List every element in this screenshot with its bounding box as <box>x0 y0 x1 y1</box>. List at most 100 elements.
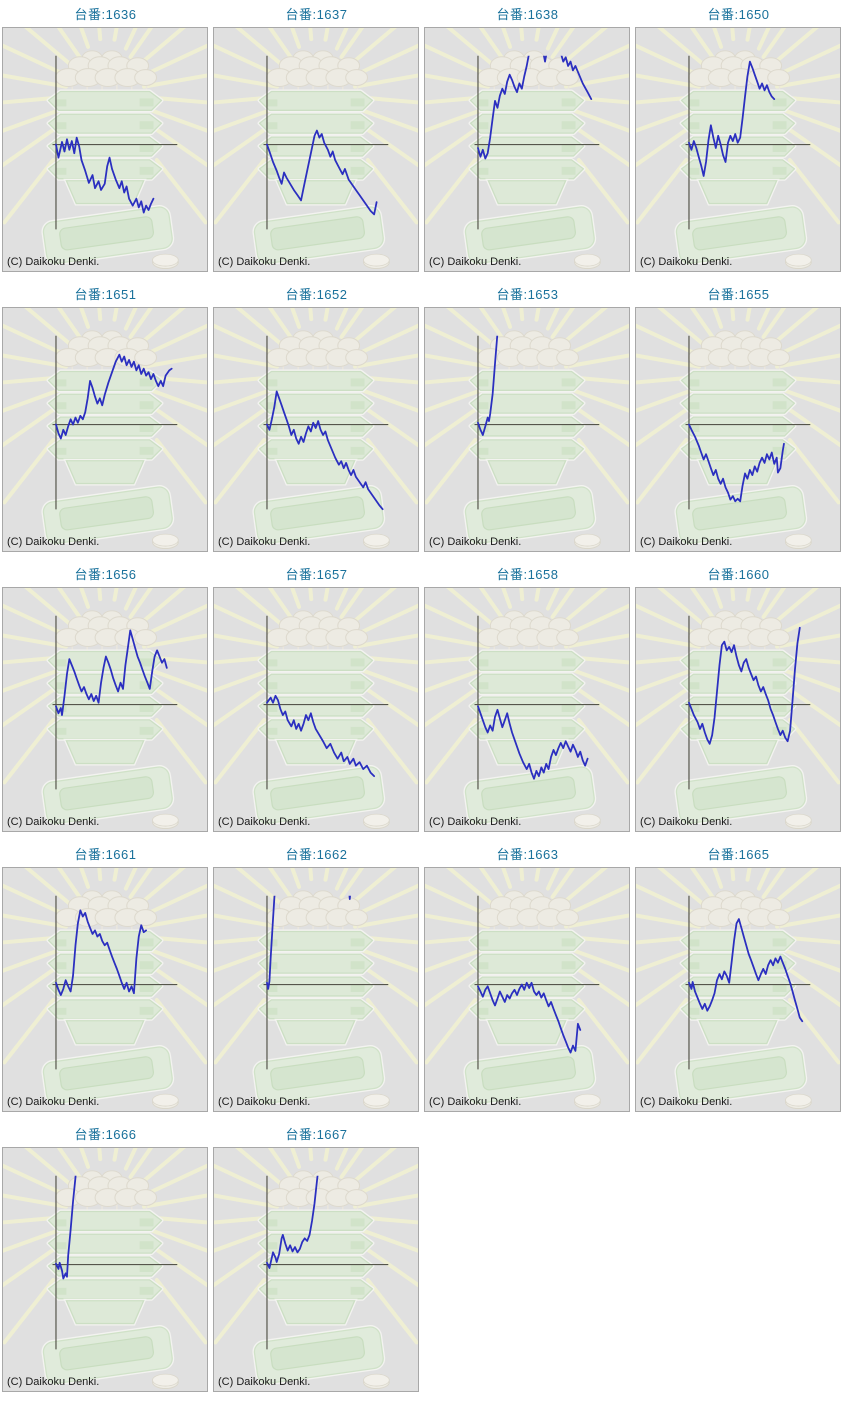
machine-slump-chart[interactable]: (C) Daikoku Denki. <box>2 27 208 272</box>
watermark-image <box>214 588 418 829</box>
machine-cell: 台番:1657 (C) Daikoku Denki. <box>211 560 422 840</box>
machine-slump-chart[interactable]: (C) Daikoku Denki. <box>2 587 208 832</box>
machine-cell: 台番:1656 (C) Daikoku Denki. <box>0 560 211 840</box>
chart-axes <box>474 55 600 230</box>
machine-title-link[interactable]: 台番:1656 <box>74 567 137 582</box>
machine-slump-chart[interactable]: (C) Daikoku Denki. <box>2 1147 208 1392</box>
slump-line <box>688 918 804 1023</box>
chart-axes <box>263 335 389 510</box>
copyright-label: (C) Daikoku Denki. <box>218 1376 311 1388</box>
sparkline-chart <box>425 28 629 271</box>
slump-line <box>55 909 147 996</box>
machine-slump-chart[interactable]: (C) Daikoku Denki. <box>424 867 630 1112</box>
watermark-image <box>214 28 418 269</box>
copyright-label: (C) Daikoku Denki. <box>429 536 522 548</box>
copyright-label: (C) Daikoku Denki. <box>640 1096 733 1108</box>
sparkline-chart <box>636 588 840 831</box>
watermark-image <box>3 28 207 269</box>
copyright-label: (C) Daikoku Denki. <box>429 256 522 268</box>
machine-title-link[interactable]: 台番:1657 <box>285 567 348 582</box>
slump-line <box>477 705 589 780</box>
machine-title-link[interactable]: 台番:1637 <box>285 7 348 22</box>
sparkline-chart <box>214 1148 418 1391</box>
machine-cell: 台番:1663 (C) Daikoku Denki. <box>422 840 633 1120</box>
machine-slump-chart[interactable]: (C) Daikoku Denki. <box>213 27 419 272</box>
copyright-label: (C) Daikoku Denki. <box>218 816 311 828</box>
copyright-label: (C) Daikoku Denki. <box>640 536 733 548</box>
machine-slump-chart[interactable]: (C) Daikoku Denki. <box>213 587 419 832</box>
watermark-image <box>3 1148 207 1389</box>
slump-line <box>55 1175 77 1280</box>
watermark-image <box>636 308 840 549</box>
machine-cell: 台番:1660 (C) Daikoku Denki. <box>633 560 844 840</box>
copyright-label: (C) Daikoku Denki. <box>640 816 733 828</box>
slump-line <box>55 353 173 440</box>
machine-title-link[interactable]: 台番:1655 <box>707 287 770 302</box>
machine-cell: 台番:1650 (C) Daikoku Denki. <box>633 0 844 280</box>
watermark-image <box>425 308 629 549</box>
machine-title-link[interactable]: 台番:1636 <box>74 7 137 22</box>
watermark-image <box>636 868 840 1109</box>
chart-axes <box>52 1175 178 1350</box>
machine-slump-chart[interactable]: (C) Daikoku Denki. <box>213 1147 419 1392</box>
machine-slump-chart[interactable]: (C) Daikoku Denki. <box>2 867 208 1112</box>
watermark-image <box>3 868 207 1109</box>
sparkline-chart <box>3 308 207 551</box>
watermark-image <box>3 308 207 549</box>
slump-line <box>477 981 582 1054</box>
machine-title-link[interactable]: 台番:1660 <box>707 567 770 582</box>
machine-title-link[interactable]: 台番:1658 <box>496 567 559 582</box>
slump-line <box>688 423 785 503</box>
sparkline-chart <box>3 588 207 831</box>
copyright-label: (C) Daikoku Denki. <box>7 1376 100 1388</box>
watermark-image <box>214 868 418 1109</box>
machine-cell: 台番:1661 (C) Daikoku Denki. <box>0 840 211 1120</box>
machine-cell: 台番:1652 (C) Daikoku Denki. <box>211 280 422 560</box>
machine-slump-chart[interactable]: (C) Daikoku Denki. <box>424 587 630 832</box>
sparkline-chart <box>636 28 840 271</box>
sparkline-chart <box>636 868 840 1111</box>
machine-cell: 台番:1665 (C) Daikoku Denki. <box>633 840 844 1120</box>
watermark-image <box>636 588 840 829</box>
machine-slump-chart[interactable]: (C) Daikoku Denki. <box>213 867 419 1112</box>
machine-title-link[interactable]: 台番:1651 <box>74 287 137 302</box>
machine-title-link[interactable]: 台番:1638 <box>496 7 559 22</box>
machine-slump-chart[interactable]: (C) Daikoku Denki. <box>2 307 208 552</box>
copyright-label: (C) Daikoku Denki. <box>218 256 311 268</box>
machine-title-link[interactable]: 台番:1661 <box>74 847 137 862</box>
machine-title-link[interactable]: 台番:1653 <box>496 287 559 302</box>
slump-line <box>55 629 168 716</box>
machine-title-link[interactable]: 台番:1666 <box>74 1127 137 1142</box>
copyright-label: (C) Daikoku Denki. <box>218 536 311 548</box>
sparkline-chart <box>3 1148 207 1391</box>
machine-cell: 台番:1655 (C) Daikoku Denki. <box>633 280 844 560</box>
sparkline-chart <box>214 868 418 1111</box>
machine-slump-chart[interactable]: (C) Daikoku Denki. <box>424 307 630 552</box>
machine-slump-chart[interactable]: (C) Daikoku Denki. <box>635 307 841 552</box>
machine-title-link[interactable]: 台番:1650 <box>707 7 770 22</box>
machine-slump-chart[interactable]: (C) Daikoku Denki. <box>635 867 841 1112</box>
slump-line <box>348 895 351 900</box>
machine-cell: 台番:1636 (C) Daikoku Denki. <box>0 0 211 280</box>
slump-line <box>266 1175 319 1269</box>
slump-line <box>688 626 801 745</box>
machine-title-link[interactable]: 台番:1662 <box>285 847 348 862</box>
machine-slump-chart[interactable]: (C) Daikoku Denki. <box>424 27 630 272</box>
chart-axes <box>474 895 600 1070</box>
sparkline-chart <box>425 308 629 551</box>
machine-title-link[interactable]: 台番:1667 <box>285 1127 348 1142</box>
chart-axes <box>474 615 600 790</box>
copyright-label: (C) Daikoku Denki. <box>7 816 100 828</box>
copyright-label: (C) Daikoku Denki. <box>7 536 100 548</box>
machine-cell: 台番:1666 (C) Daikoku Denki. <box>0 1120 211 1400</box>
machine-title-link[interactable]: 台番:1652 <box>285 287 348 302</box>
machine-slump-chart[interactable]: (C) Daikoku Denki. <box>213 307 419 552</box>
machine-slump-chart[interactable]: (C) Daikoku Denki. <box>635 27 841 272</box>
machine-title-link[interactable]: 台番:1663 <box>496 847 559 862</box>
slump-line <box>266 895 276 990</box>
machine-slump-chart[interactable]: (C) Daikoku Denki. <box>635 587 841 832</box>
slump-line <box>688 60 776 177</box>
machine-title-link[interactable]: 台番:1665 <box>707 847 770 862</box>
slump-line <box>477 335 499 436</box>
